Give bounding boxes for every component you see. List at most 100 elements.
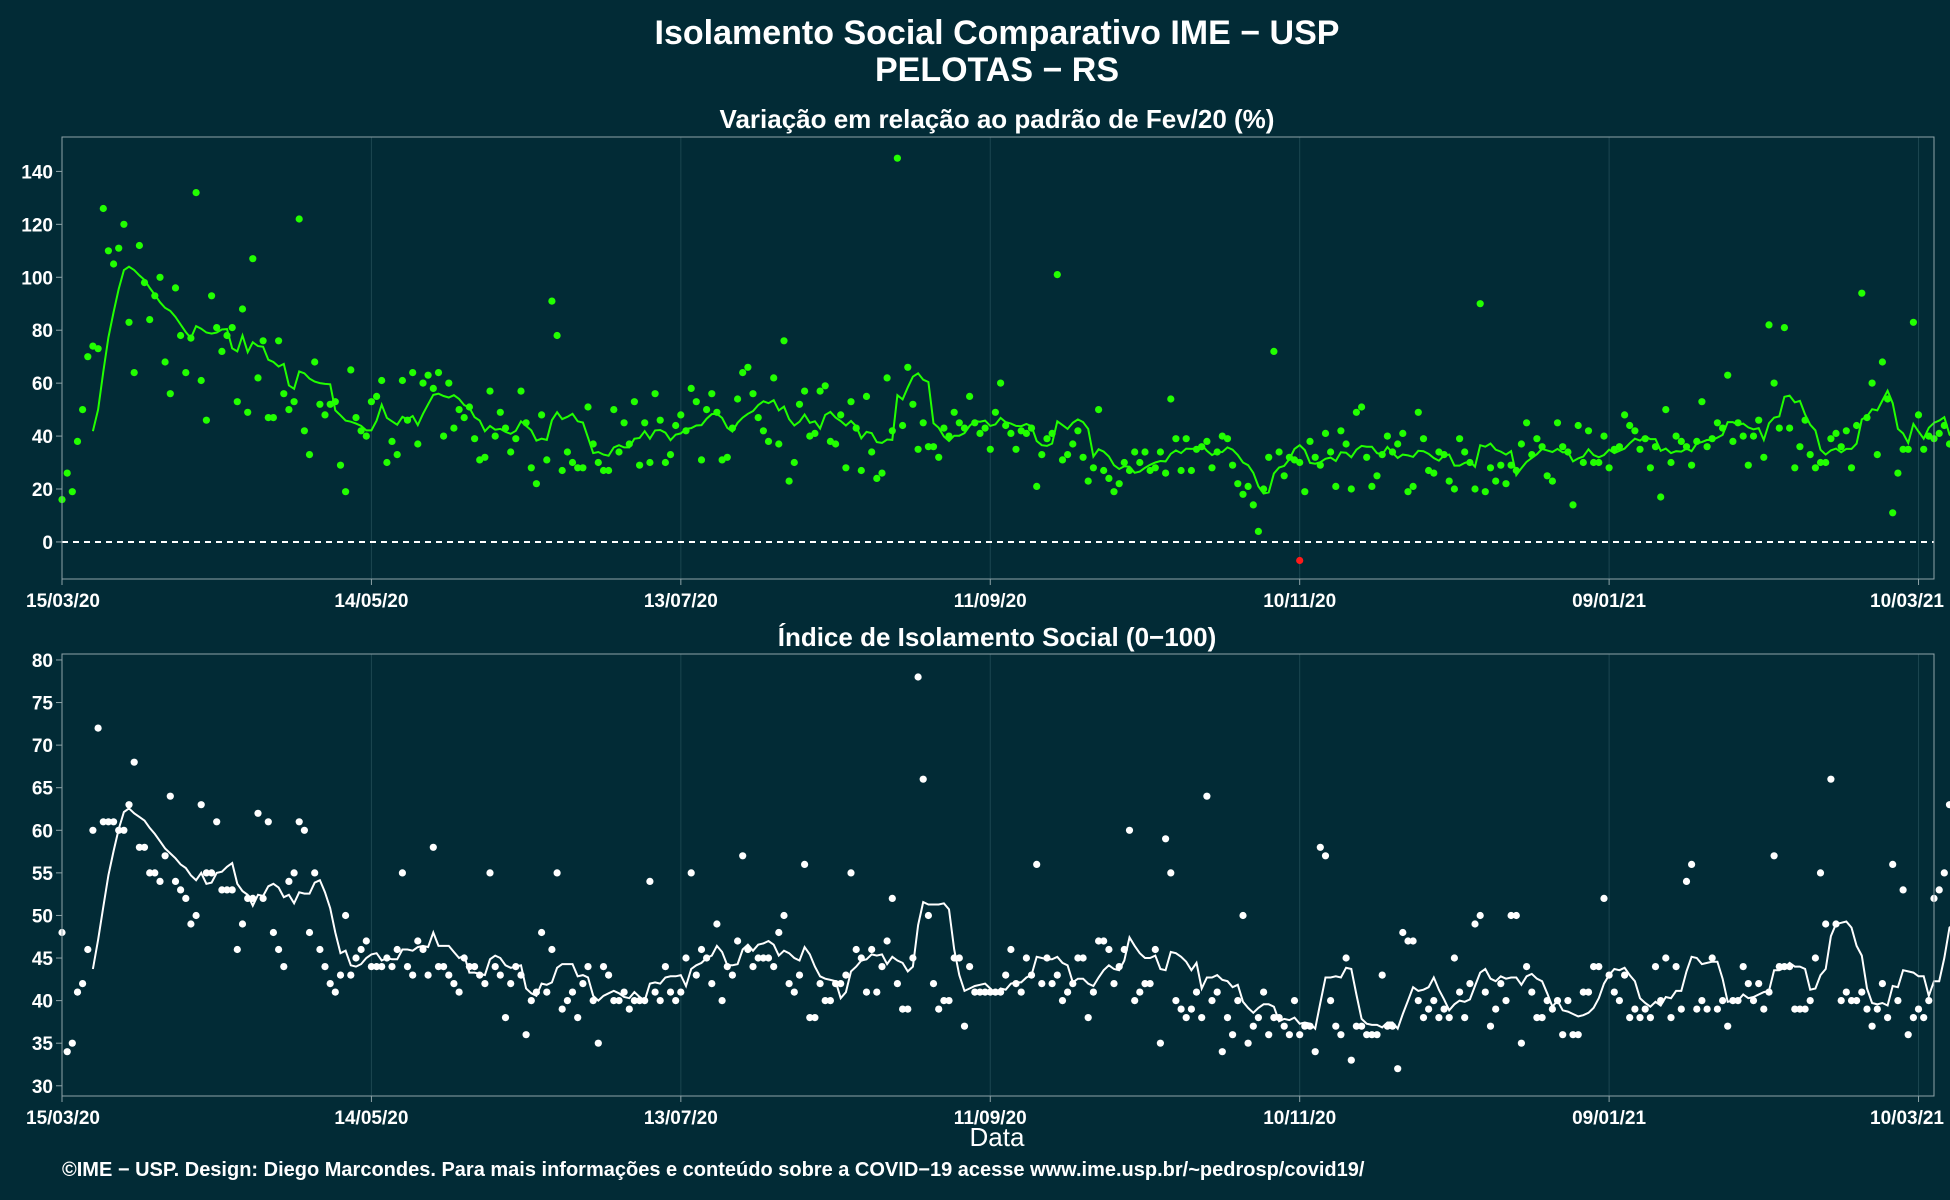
bottom-data-point [1791, 1005, 1799, 1013]
top-data-point [1548, 477, 1556, 485]
top-data-point [1734, 419, 1742, 427]
bottom-data-point [1471, 920, 1479, 928]
top-data-point [440, 432, 448, 440]
bottom-data-point [331, 988, 339, 996]
bottom-data-point [171, 877, 180, 886]
bottom-data-point [548, 945, 556, 954]
bottom-data-point [883, 937, 891, 945]
top-data-point [465, 403, 473, 411]
top-data-point [801, 387, 809, 395]
bottom-data-point [909, 954, 917, 962]
top-data-point [187, 334, 195, 342]
top-data-point [682, 427, 690, 435]
top-data-point [218, 347, 226, 355]
top-data-point [321, 411, 329, 419]
bottom-data-point [1528, 988, 1536, 996]
top-data-point [997, 379, 1005, 387]
bottom-data-point [857, 954, 865, 962]
bottom-data-point [1373, 1031, 1381, 1039]
top-data-point [1595, 458, 1603, 467]
top-data-point [1089, 464, 1097, 472]
bottom-data-point [218, 886, 226, 894]
top-data-point [697, 456, 706, 464]
top-data-point [1858, 289, 1866, 297]
bottom-data-point [538, 928, 546, 937]
top-data-point [1832, 429, 1840, 437]
top-data-point [630, 398, 639, 406]
top-data-point [780, 337, 788, 345]
top-data-point [1719, 424, 1727, 432]
top-data-point [1012, 445, 1020, 453]
bottom-moving-average-line [91, 807, 1950, 1031]
bottom-data-point [558, 1005, 566, 1013]
bottom-data-point [336, 971, 345, 979]
top-data-point [888, 427, 896, 435]
bottom-data-point [1440, 1005, 1448, 1013]
top-data-point [1780, 324, 1788, 332]
bottom-data-point [269, 928, 277, 937]
top-data-point [208, 292, 216, 300]
bottom-data-point [1688, 860, 1696, 869]
bottom-data-point [1729, 997, 1737, 1005]
bottom-data-point [1131, 997, 1139, 1005]
bottom-data-point [1156, 1039, 1164, 1047]
bottom-data-point [754, 954, 762, 962]
bottom-data-point [1523, 963, 1531, 971]
bottom-data-point [1873, 1005, 1881, 1013]
top-data-point [1729, 437, 1737, 445]
bottom-data-point [1858, 988, 1866, 996]
top-data-point [610, 406, 618, 414]
bottom-data-point [1811, 954, 1819, 962]
top-data-point [909, 400, 917, 408]
top-data-point [1543, 472, 1551, 480]
bottom-data-point [290, 869, 298, 877]
x-axis-label: Data [970, 1122, 1025, 1152]
bottom-data-point [429, 843, 437, 851]
top-data-point [759, 427, 768, 435]
bottom-data-point [991, 988, 1000, 996]
top-y-tick-label: 20 [32, 480, 53, 501]
top-data-point [1889, 509, 1897, 517]
bottom-data-point [976, 988, 984, 996]
bottom-data-point [785, 980, 793, 988]
top-data-point [692, 398, 700, 406]
top-data-point [1569, 501, 1577, 509]
bottom-data-point [666, 988, 675, 996]
bottom-data-point [259, 894, 267, 903]
bottom-data-point [935, 1005, 943, 1013]
bottom-data-point [254, 809, 262, 817]
top-data-point [1110, 488, 1118, 496]
bottom-data-point [1110, 980, 1118, 988]
bottom-data-point [1404, 937, 1412, 945]
bottom-data-point [1022, 954, 1030, 962]
bottom-data-point [1610, 988, 1618, 996]
bottom-data-point [1698, 997, 1706, 1005]
top-data-point [424, 371, 432, 379]
top-data-point [280, 390, 288, 398]
bottom-data-point [146, 869, 154, 877]
top-data-point [1791, 464, 1799, 472]
top-data-point [146, 316, 154, 324]
bottom-data-point [1456, 988, 1464, 996]
top-data-point [445, 379, 453, 387]
top-data-point [1249, 501, 1257, 509]
bottom-data-point [1265, 1031, 1273, 1039]
bottom-data-point [1708, 954, 1716, 962]
bottom-data-point [1100, 937, 1108, 945]
bottom-y-tick-label: 30 [32, 1077, 53, 1098]
bottom-data-point [1363, 1031, 1371, 1039]
bottom-data-point [1713, 1005, 1721, 1013]
top-data-point [764, 437, 773, 445]
top-data-point [1316, 461, 1324, 469]
bottom-data-point [409, 971, 417, 979]
bottom-data-point [543, 988, 551, 996]
top-data-point [842, 464, 850, 472]
bottom-data-point [1760, 1005, 1768, 1013]
bottom-data-point [708, 980, 716, 988]
bottom-data-point [589, 997, 597, 1005]
bottom-data-point [764, 954, 773, 962]
top-panel: 0 20 40 60 80 100 120 140 15/03/20 14/05/20 13/07/… [21, 136, 1950, 612]
top-data-point [1456, 435, 1464, 443]
top-data-point [1502, 480, 1510, 488]
top-data-point [666, 451, 675, 459]
